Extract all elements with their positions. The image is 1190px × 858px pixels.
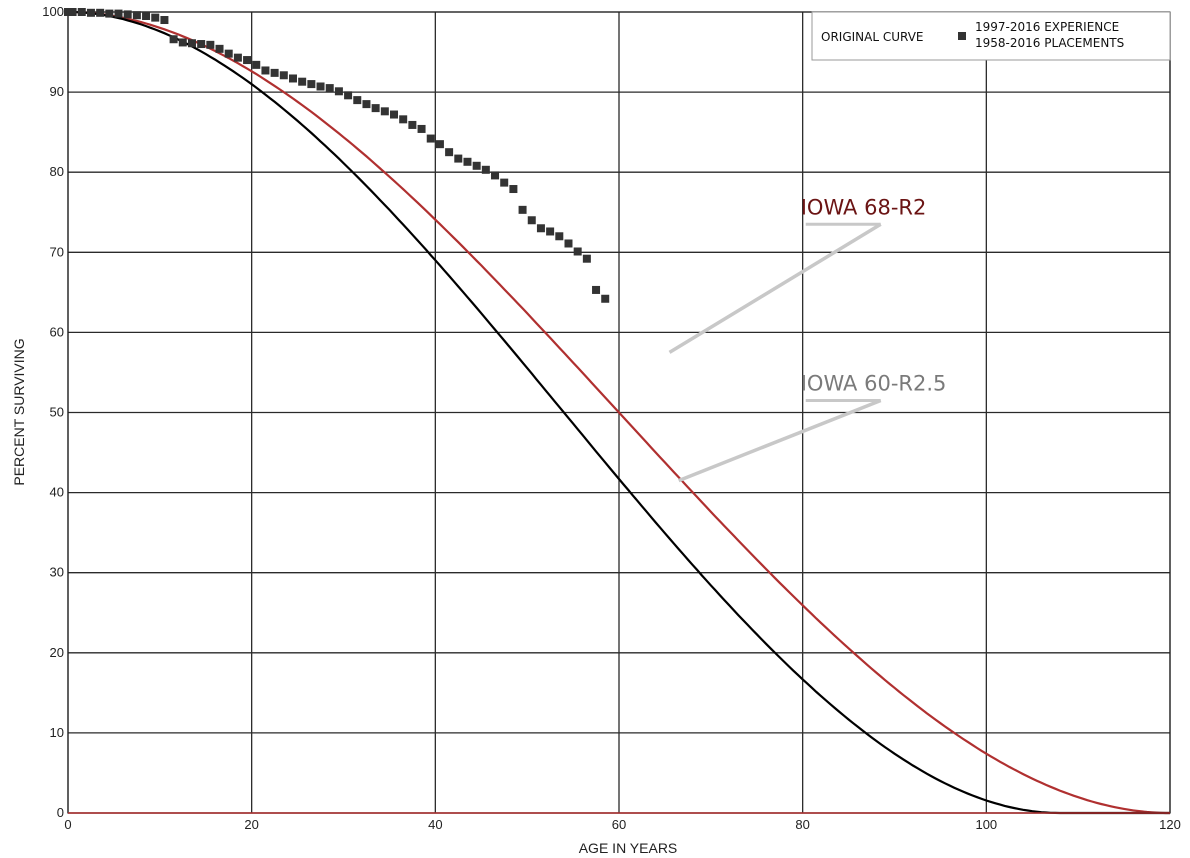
x-tick-label: 60 [612, 817, 626, 832]
data-point [64, 8, 72, 16]
annotation-leader [668, 222, 882, 354]
data-point [77, 8, 86, 16]
x-tick-label: 80 [795, 817, 809, 832]
data-point [426, 134, 435, 143]
legend-box [811, 11, 1171, 61]
data-point [316, 82, 325, 91]
legend: ORIGINAL CURVE 1997-2016 EXPERIENCE 1958-2… [811, 11, 1171, 61]
data-point [582, 254, 591, 263]
data-point [509, 185, 518, 194]
data-point [491, 171, 500, 180]
data-point [206, 40, 215, 49]
data-point [344, 91, 353, 100]
data-point [298, 77, 307, 86]
data-point [408, 120, 417, 129]
y-axis-title: PERCENT SURVIVING [11, 338, 27, 485]
data-point [224, 49, 233, 58]
data-point [279, 71, 288, 80]
data-point [564, 239, 573, 248]
data-point [215, 44, 224, 53]
data-point [445, 148, 454, 157]
data-point [435, 140, 444, 149]
data-point [463, 157, 472, 166]
data-point [390, 110, 399, 119]
legend-label: ORIGINAL CURVE [821, 30, 923, 44]
data-point [132, 11, 141, 20]
legend-entry: 1958-2016 PLACEMENTS [975, 36, 1124, 50]
data-point [252, 60, 261, 69]
data-point [527, 216, 536, 225]
data-point [555, 232, 564, 241]
y-tick-label: 30 [50, 565, 64, 580]
annotations: IOWA 68-R2 IOWA 60-R2.5 [668, 195, 947, 483]
data-point [546, 227, 555, 236]
data-point [86, 8, 95, 17]
data-point [105, 9, 114, 18]
data-points [64, 8, 610, 303]
legend-marker [958, 32, 966, 40]
y-tick-label: 20 [50, 645, 64, 660]
data-point [114, 9, 123, 18]
y-tick-label: 100 [42, 4, 64, 19]
y-tick-label: 40 [50, 485, 64, 500]
data-point [233, 53, 242, 62]
y-tick-label: 10 [50, 725, 64, 740]
data-point [334, 87, 343, 96]
data-point [601, 294, 610, 303]
data-point [536, 224, 545, 233]
data-point [187, 39, 196, 48]
data-point [96, 8, 105, 17]
data-point [481, 165, 490, 174]
data-point [573, 247, 582, 256]
curve-iowa-68-r2 [68, 10, 1170, 815]
legend-entry: 1997-2016 EXPERIENCE [975, 20, 1119, 34]
data-point [371, 104, 380, 113]
data-point [142, 12, 151, 21]
data-point [68, 8, 77, 16]
data-point [472, 161, 481, 170]
data-point [380, 107, 389, 116]
data-point [500, 178, 509, 187]
annotation-label: IOWA 60-R2.5 [801, 371, 947, 395]
data-point [123, 10, 132, 19]
x-tick-label: 100 [975, 817, 997, 832]
annotation-label: IOWA 68-R2 [801, 195, 927, 219]
y-tick-label: 0 [57, 805, 64, 820]
y-tick-label: 90 [50, 84, 64, 99]
x-axis-title: AGE IN YEARS [579, 840, 678, 856]
data-point [353, 96, 362, 105]
data-point [417, 124, 426, 133]
data-point [518, 205, 527, 214]
x-tick-label: 120 [1159, 817, 1181, 832]
x-tick-label: 0 [64, 817, 71, 832]
y-tick-label: 70 [50, 244, 64, 259]
data-point [325, 84, 334, 93]
x-tick-label: 20 [244, 817, 258, 832]
data-point [151, 13, 160, 22]
data-point [270, 68, 279, 77]
y-tick-label: 80 [50, 164, 64, 179]
data-point [307, 80, 316, 89]
curve-iowa-60-r2-5 [67, 10, 1170, 815]
x-tick-label: 40 [428, 817, 442, 832]
y-tick-label: 60 [50, 324, 64, 339]
data-point [169, 35, 178, 44]
data-point [178, 38, 187, 47]
data-point [160, 16, 169, 25]
data-point [399, 115, 408, 124]
tick-labels: 0 20 40 60 80 100 120 0 10 20 30 40 50 60 70 80 90 100 [42, 4, 1181, 832]
data-point [288, 74, 297, 83]
curves [67, 10, 1170, 815]
data-point [197, 40, 206, 49]
data-point [592, 285, 601, 294]
data-point [243, 56, 252, 65]
data-point [362, 100, 371, 109]
annotation-leader [678, 398, 882, 483]
data-point [454, 154, 463, 163]
data-point [261, 66, 270, 75]
y-tick-label: 50 [50, 405, 64, 420]
